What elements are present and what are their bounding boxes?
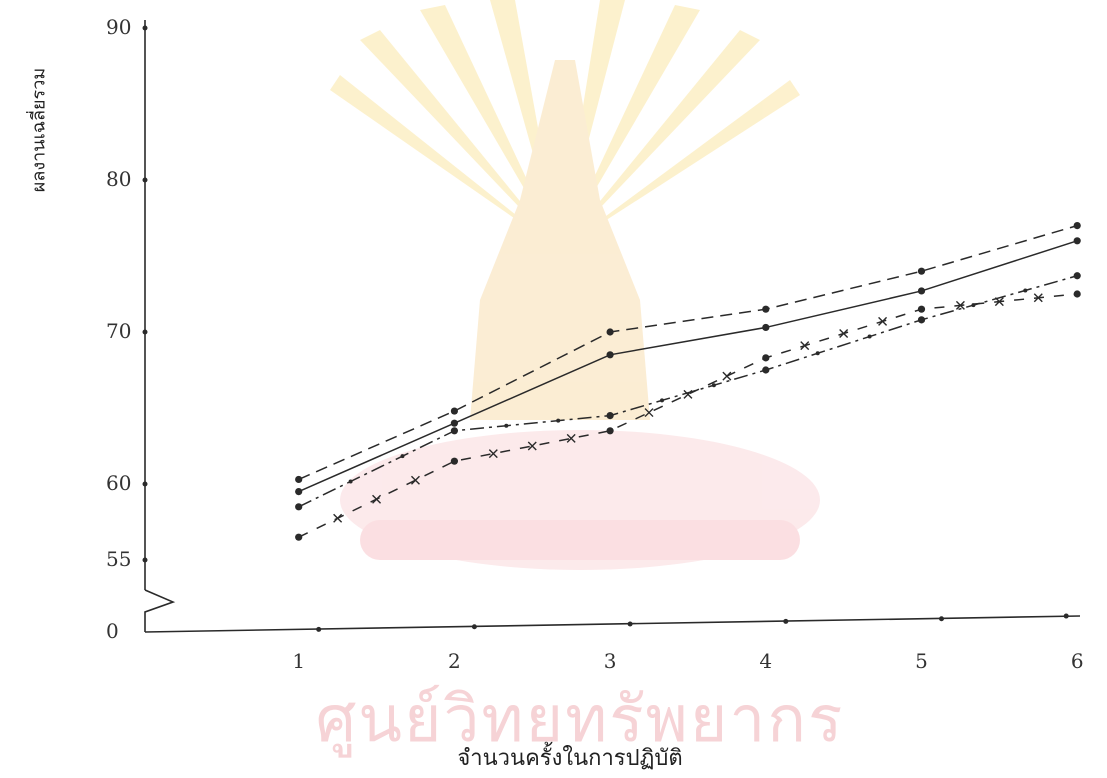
x-marker — [722, 371, 732, 381]
data-point — [1073, 272, 1081, 280]
x-marker — [372, 494, 382, 504]
x-tick-label: 5 — [915, 649, 928, 673]
x-marker — [566, 433, 576, 443]
data-point — [917, 316, 926, 324]
data-point — [917, 287, 926, 295]
dash-dot-marker — [400, 454, 405, 459]
y-tick-label: 55 — [106, 547, 131, 571]
y-tick-label: 70 — [106, 319, 131, 343]
y-tick-mark — [142, 177, 148, 183]
dash-dot-marker — [660, 398, 664, 403]
data-point — [917, 267, 926, 275]
y-tick-label: 60 — [106, 471, 131, 495]
x-marker — [644, 408, 654, 418]
x-tick-label: 1 — [292, 649, 305, 673]
y-axis-break — [144, 589, 176, 632]
x-axis-label: จำนวนครั้งในการปฏิบัติ — [457, 746, 683, 771]
y-tick-mark — [142, 557, 148, 563]
data-point — [917, 305, 926, 313]
x-tick-mark — [939, 616, 944, 622]
dash-dot-marker — [348, 479, 353, 484]
data-point — [450, 419, 458, 427]
data-point — [1073, 290, 1081, 298]
x-tick-mark — [783, 618, 789, 624]
dash-dot-marker — [504, 423, 509, 428]
series-line-3 — [298, 275, 1078, 508]
data-point — [295, 488, 303, 496]
x-tick-label: 4 — [759, 649, 772, 673]
series-line-2 — [298, 240, 1078, 493]
data-point — [762, 323, 770, 332]
data-point — [606, 351, 614, 359]
data-point — [606, 427, 614, 435]
x-marker — [1033, 293, 1043, 303]
x-marker — [878, 316, 888, 326]
series-line-4 — [298, 293, 1078, 538]
y-tick-label: 0 — [106, 619, 119, 643]
x-marker — [839, 329, 849, 339]
data-point — [762, 354, 770, 362]
data-point — [1073, 237, 1081, 245]
data-point — [1073, 222, 1081, 230]
x-tick-label: 6 — [1071, 649, 1084, 673]
y-tick-label: 80 — [106, 167, 131, 191]
dash-dot-marker — [815, 351, 820, 356]
dash-dot-marker — [711, 383, 716, 388]
x-tick-label: 3 — [604, 649, 617, 673]
x-axis-line — [144, 615, 1081, 633]
data-point — [295, 533, 303, 541]
data-point — [606, 412, 614, 420]
data-point — [762, 305, 770, 313]
x-marker — [488, 449, 498, 459]
y-tick-mark — [142, 329, 148, 335]
data-point — [450, 427, 458, 435]
x-marker — [333, 513, 343, 523]
dash-dot-marker — [556, 418, 561, 423]
dash-dot-marker — [867, 334, 872, 339]
y-tick-mark — [142, 481, 148, 487]
y-axis-label: ผลงานเฉลี่ยรวม — [28, 67, 50, 193]
x-marker — [527, 441, 537, 451]
data-point — [606, 328, 614, 336]
watermark-text: ศูนย์วิทยทรัพยากร — [315, 683, 845, 757]
x-tick-mark — [627, 621, 633, 627]
data-point — [295, 503, 303, 511]
dash-dot-marker — [1023, 288, 1028, 293]
data-point — [762, 366, 770, 374]
x-tick-mark — [1063, 613, 1069, 619]
x-tick-mark — [471, 624, 477, 630]
data-point — [295, 475, 303, 484]
x-tick-label: 2 — [448, 649, 461, 673]
x-marker — [683, 389, 693, 399]
x-tick-mark — [316, 626, 322, 632]
y-tick-label: 90 — [106, 15, 131, 39]
data-point — [450, 457, 458, 465]
x-marker — [800, 341, 810, 351]
x-marker — [410, 475, 420, 485]
series-line-1 — [298, 224, 1078, 481]
data-point — [450, 407, 458, 415]
x-marker — [994, 297, 1004, 307]
x-marker — [955, 300, 965, 310]
y-tick-mark — [142, 25, 148, 31]
